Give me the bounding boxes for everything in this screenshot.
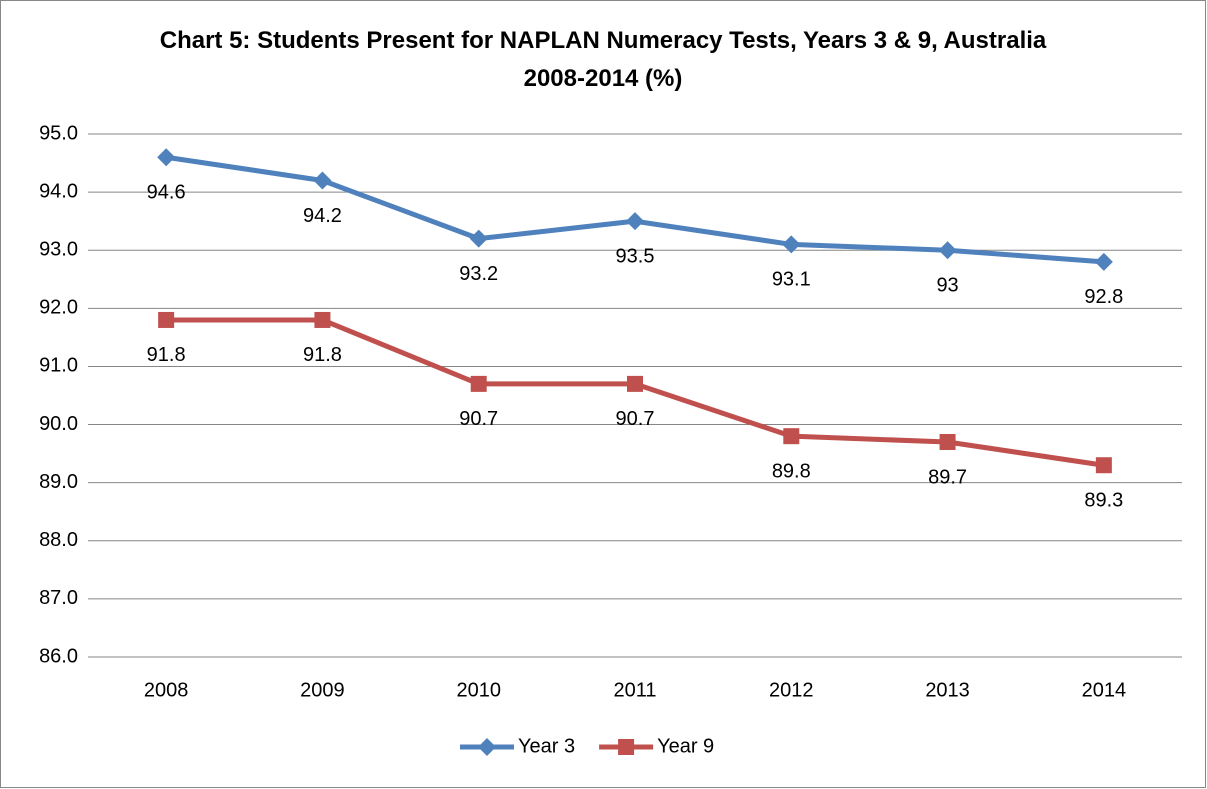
- chart-title: Chart 5: Students Present for NAPLAN Num…: [159, 27, 1047, 92]
- y-tick-label: 95.0: [39, 122, 78, 144]
- y-tick-label: 88.0: [39, 529, 78, 551]
- x-tick-label: 2008: [144, 679, 189, 701]
- data-point: [470, 375, 487, 392]
- data-point: [314, 311, 331, 328]
- y-tick-label: 93.0: [39, 239, 78, 261]
- data-label: 89.8: [772, 460, 811, 482]
- data-point: [627, 375, 643, 392]
- data-point: [782, 235, 801, 254]
- x-tick-label: 2010: [456, 679, 501, 701]
- x-tick-label: 2013: [925, 679, 970, 701]
- legend-marker: [478, 738, 496, 756]
- data-label: 94.6: [147, 182, 186, 204]
- data-point: [1095, 457, 1112, 474]
- data-point: [783, 428, 800, 445]
- data-point: [469, 229, 488, 248]
- y-tick-label: 87.0: [39, 587, 78, 609]
- y-tick-label: 86.0: [39, 645, 78, 667]
- data-label: 90.7: [459, 408, 498, 430]
- data-point: [157, 148, 176, 167]
- data-point: [938, 241, 957, 260]
- data-label: 93: [936, 275, 958, 297]
- x-tick-label: 2012: [769, 679, 814, 701]
- x-tick-label: 2009: [300, 679, 345, 701]
- legend-marker: [618, 739, 635, 755]
- data-point: [158, 311, 175, 328]
- data-label: 93.1: [772, 269, 811, 291]
- legend-label: Year 9: [657, 735, 714, 757]
- data-label: 93.2: [459, 263, 498, 285]
- data-point: [1094, 252, 1113, 271]
- x-tick-label: 2014: [1082, 679, 1127, 701]
- y-tick-label: 89.0: [39, 471, 78, 493]
- data-label: 91.8: [303, 344, 342, 366]
- y-tick-label: 90.0: [39, 413, 78, 435]
- data-label: 91.8: [147, 344, 186, 366]
- data-point: [939, 433, 956, 450]
- y-tick-label: 91.0: [39, 355, 78, 377]
- data-label: 92.8: [1084, 286, 1123, 308]
- y-tick-label: 94.0: [39, 180, 78, 202]
- data-point: [313, 171, 332, 190]
- data-label: 90.7: [616, 408, 655, 430]
- data-label: 94.2: [303, 205, 342, 227]
- data-label: 89.7: [928, 466, 967, 488]
- data-label: 89.3: [1084, 490, 1123, 512]
- legend-label: Year 3: [518, 735, 575, 757]
- data-label: 93.5: [616, 245, 655, 267]
- data-point: [626, 212, 644, 231]
- x-tick-label: 2011: [613, 679, 656, 701]
- y-tick-label: 92.0: [39, 297, 78, 319]
